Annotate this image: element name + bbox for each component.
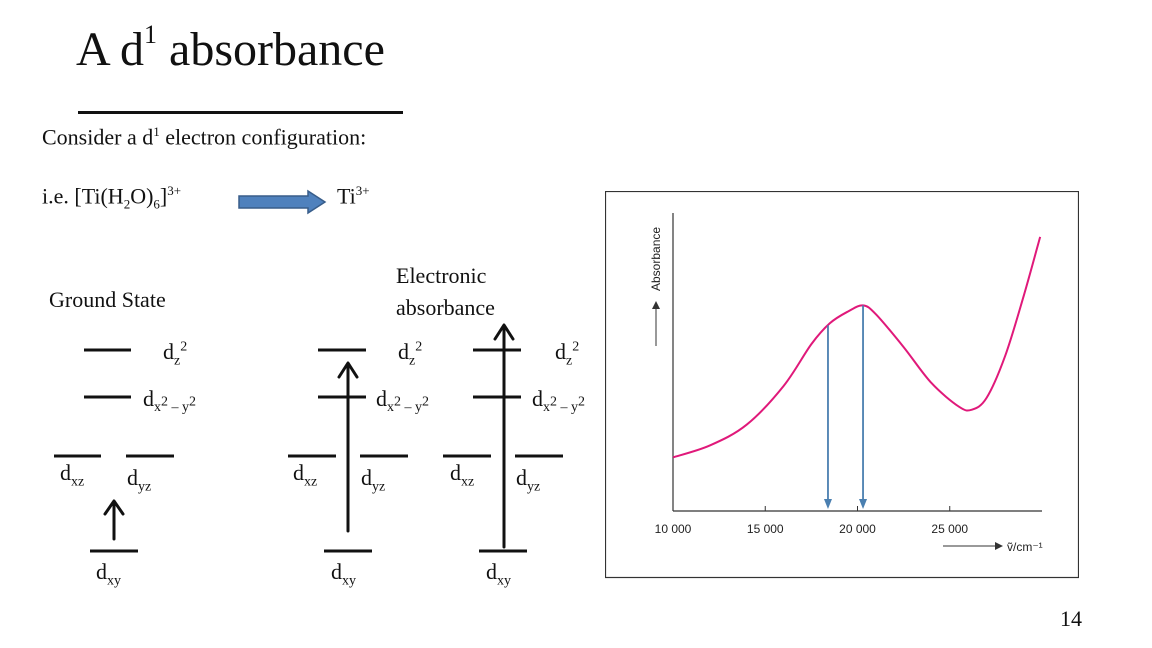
chart-frame [605,191,1079,579]
orbital-dyz-label: dyz [127,465,152,495]
down-arrow-icon [823,499,832,509]
title-underline [78,111,403,114]
complex-formula: i.e. [Ti(H2O)6]3+ [42,183,182,212]
x-tick-label: 15 000 [747,522,784,536]
intro-text: Consider a d1 electron configuration: [42,124,367,150]
orbital-dxy-label: dxy [331,559,356,589]
orbital-dxz-label: dxz [450,460,475,490]
x-axis-label: ṽ/cm⁻¹ [1007,540,1043,554]
orbital-dx2y2-label: dx2 – y2 [143,386,196,416]
absorbance-spectrum-chart: Absorbance 10 000 15 000 20 000 25 000 ṽ/cm… [605,191,1079,579]
orbital-dx2y2-label: dx2 – y2 [532,386,585,416]
x-tick-label: 25 000 [931,522,968,536]
slide-title: A d1 absorbance [76,20,385,76]
y-axis-label: Absorbance [649,227,663,291]
down-arrow-icon [859,499,868,509]
orbital-dxz-label: dxz [293,460,318,490]
right-arrow-icon [238,189,327,215]
orbital-dxy-label: dxy [486,559,511,589]
orbital-dx2y2-label: dx2 – y2 [376,386,429,416]
orbital-dyz-label: dyz [361,465,386,495]
orbital-dyz-label: dyz [516,465,541,495]
electronic-label-line2: absorbance [396,295,495,320]
orbital-dxz-label: dxz [60,460,85,490]
electronic-label-line1: Electronic [396,263,487,288]
absorbance-curve [672,236,1042,459]
page-number: 14 [1060,606,1082,631]
orbital-dz2-label: dz2 [555,339,580,369]
orbital-dz2-label: dz2 [163,339,188,369]
x-tick-label: 20 000 [839,522,876,536]
orbital-dz2-label: dz2 [398,339,423,369]
ground-state-label: Ground State [49,287,166,312]
orbital-dxy-label: dxy [96,559,121,589]
ion-label: Ti3+ [337,183,370,209]
x-tick-label: 10 000 [655,522,692,536]
